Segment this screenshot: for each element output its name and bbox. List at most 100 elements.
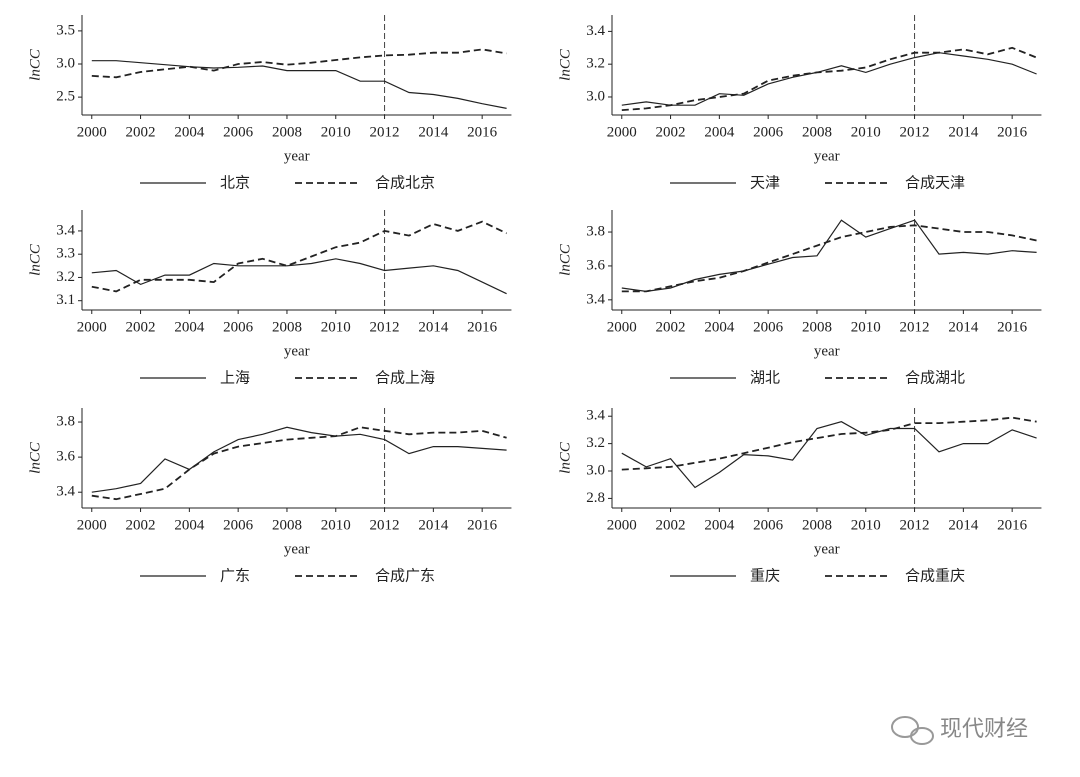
x-tick-label: 2004	[704, 517, 735, 533]
panel: 2.8 3.0 3.2 3.4 2000 2002 2004 2006 2008 2010 2012…	[557, 408, 1042, 585]
y-tick-label: 3.8	[586, 223, 605, 239]
y-tick-label: 3.4	[56, 222, 75, 238]
panel: 3.1 3.2 3.3 3.4 2000 2002 2004 2006 2008 2010 2012…	[27, 210, 512, 387]
x-tick-label: 2000	[77, 124, 107, 140]
x-tick-label: 2006	[753, 319, 784, 335]
x-tick-label: 2008	[802, 517, 832, 533]
series-line	[91, 60, 507, 109]
x-tick-label: 2006	[753, 124, 784, 140]
x-tick-label: 2006	[223, 517, 254, 533]
y-axis-label: lnCC	[27, 48, 43, 81]
y-tick-label: 3.0	[586, 462, 605, 478]
y-tick-label: 3.3	[56, 246, 75, 262]
x-tick-label: 2014	[418, 319, 449, 335]
x-tick-label: 2008	[802, 124, 832, 140]
legend-label: 北京	[220, 174, 250, 192]
x-tick-label: 2012	[370, 124, 400, 140]
x-axis-label: year	[284, 541, 310, 557]
y-tick-label: 3.6	[56, 449, 75, 465]
x-tick-label: 2002	[126, 517, 156, 533]
series-line	[91, 48, 507, 79]
x-tick-label: 2008	[272, 124, 302, 140]
legend-label: 合成北京	[375, 174, 435, 192]
y-tick-label: 3.0	[586, 88, 605, 104]
x-tick-label: 2012	[900, 124, 930, 140]
x-tick-label: 2002	[656, 124, 686, 140]
legend-label: 合成上海	[375, 369, 435, 387]
x-tick-label: 2010	[321, 319, 351, 335]
y-axis-label: lnCC	[557, 441, 573, 474]
x-tick-label: 2012	[370, 319, 400, 335]
x-tick-label: 2000	[77, 319, 107, 335]
x-tick-label: 2016	[467, 319, 498, 335]
series-line	[91, 426, 507, 501]
legend-label: 上海	[220, 369, 250, 387]
legend-label: 重庆	[750, 567, 780, 585]
x-tick-label: 2016	[997, 124, 1028, 140]
legend-label: 广东	[220, 567, 250, 585]
y-tick-label: 2.8	[586, 490, 605, 506]
x-axis-label: year	[284, 343, 310, 359]
x-tick-label: 2002	[126, 124, 156, 140]
y-tick-label: 3.4	[56, 484, 75, 500]
x-axis-label: year	[814, 343, 840, 359]
y-tick-label: 3.6	[586, 257, 605, 273]
x-tick-label: 2010	[851, 124, 881, 140]
x-tick-label: 2002	[656, 517, 686, 533]
x-tick-label: 2010	[321, 124, 351, 140]
x-tick-label: 2014	[948, 124, 979, 140]
x-tick-label: 2014	[418, 124, 449, 140]
x-tick-label: 2004	[174, 319, 205, 335]
y-tick-label: 3.4	[586, 291, 605, 307]
x-tick-label: 2010	[851, 517, 881, 533]
watermark-icon	[891, 716, 934, 745]
panel: 3.0 3.2 3.4 2000 2002 2004 2006 2008 2010 2012 201…	[557, 15, 1042, 192]
x-tick-label: 2012	[900, 517, 930, 533]
x-axis-label: year	[814, 541, 840, 557]
y-axis-label: lnCC	[557, 243, 573, 276]
x-tick-label: 2004	[704, 124, 735, 140]
x-tick-label: 2010	[851, 319, 881, 335]
y-tick-label: 3.5	[56, 22, 75, 38]
y-tick-label: 3.2	[586, 56, 605, 72]
panel: 3.4 3.6 3.8 2000 2002 2004 2006 2008 2010 2012 201…	[27, 408, 512, 585]
series-line	[621, 416, 1037, 471]
series-line	[621, 224, 1037, 293]
x-tick-label: 2004	[174, 124, 205, 140]
watermark: 现代财经	[940, 717, 1028, 742]
x-tick-label: 2014	[948, 517, 979, 533]
y-tick-label: 3.2	[586, 435, 605, 451]
series-line	[621, 52, 1037, 106]
x-tick-label: 2014	[418, 517, 449, 533]
series-line	[91, 258, 507, 295]
x-tick-label: 2014	[948, 319, 979, 335]
x-tick-label: 2002	[126, 319, 156, 335]
x-tick-label: 2016	[467, 124, 498, 140]
series-line	[621, 219, 1037, 293]
legend-label: 天津	[750, 174, 780, 192]
x-tick-label: 2006	[753, 517, 784, 533]
y-tick-label: 2.5	[56, 89, 75, 105]
panel: 2.5 3.0 3.5 2000 2002 2004 2006 2008 2010 2012 201…	[27, 15, 512, 192]
x-tick-label: 2000	[607, 517, 637, 533]
y-tick-label: 3.0	[56, 55, 75, 71]
y-tick-label: 3.4	[586, 23, 605, 39]
x-tick-label: 2016	[467, 517, 498, 533]
x-tick-label: 2004	[174, 517, 205, 533]
series-line	[621, 421, 1037, 489]
x-tick-label: 2016	[997, 517, 1028, 533]
x-axis-label: year	[814, 148, 840, 164]
x-tick-label: 2000	[77, 517, 107, 533]
x-tick-label: 2010	[321, 517, 351, 533]
x-tick-label: 2012	[370, 517, 400, 533]
x-tick-label: 2008	[272, 517, 302, 533]
y-axis-label: lnCC	[27, 243, 43, 276]
y-tick-label: 3.8	[56, 413, 75, 429]
x-tick-label: 2006	[223, 319, 254, 335]
x-tick-label: 2002	[656, 319, 686, 335]
y-tick-label: 3.1	[56, 292, 75, 308]
x-tick-label: 2000	[607, 319, 637, 335]
legend-label: 合成湖北	[905, 369, 965, 387]
series-line	[91, 426, 507, 493]
